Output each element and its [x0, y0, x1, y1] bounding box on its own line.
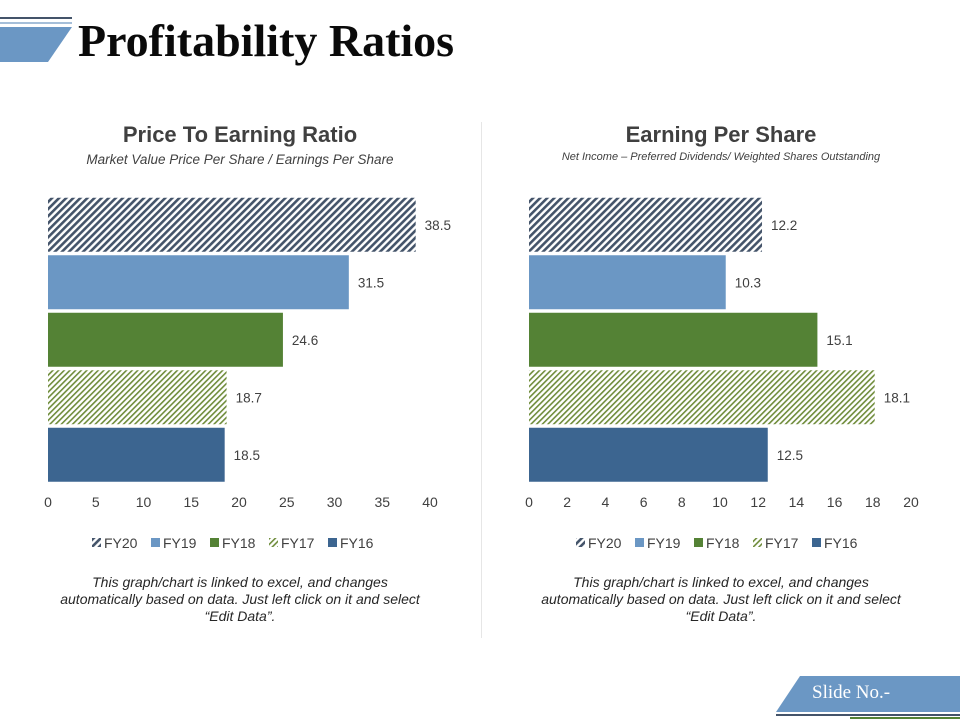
legend-label-fy18: FY18 — [222, 535, 256, 551]
data-label-fy20: 38.5 — [425, 218, 451, 233]
pe-ratio-chart-title: Price To Earning Ratio — [122, 122, 358, 147]
legend-label-fy16: FY16 — [340, 535, 374, 551]
legend-swatch-fy17 — [269, 538, 278, 547]
x-tick-label: 35 — [374, 494, 390, 510]
title-deco-band — [0, 27, 72, 62]
x-tick-label: 18 — [865, 494, 881, 510]
note-line: automatically based on data. Just left c… — [60, 591, 420, 607]
x-tick-label: 2 — [563, 494, 571, 510]
bar-fy17 — [48, 370, 227, 425]
x-tick-label: 40 — [422, 494, 438, 510]
bar-fy17 — [529, 370, 875, 425]
legend-label-fy20: FY20 — [588, 535, 622, 551]
pe-ratio-chart-subtitle: Market Value Price Per Share / Earnings … — [86, 152, 394, 167]
x-tick-label: 16 — [827, 494, 843, 510]
bar-fy16 — [48, 427, 225, 482]
eps-plot: 12.2 10.3 15.1 18.1 12.5 0 2 4 6 8 10 12 14 16 18 20 FY2… — [525, 197, 919, 551]
bar-fy20 — [529, 197, 763, 252]
legend-swatch-fy20 — [92, 538, 101, 547]
data-label-fy16: 18.5 — [234, 448, 260, 463]
legend-swatch-fy18 — [694, 538, 703, 547]
x-tick-label: 14 — [789, 494, 805, 510]
x-tick-label: 30 — [327, 494, 343, 510]
footer-line-blue — [776, 714, 960, 716]
x-tick-label: 8 — [678, 494, 686, 510]
legend-label-fy19: FY19 — [163, 535, 197, 551]
x-tick-label: 15 — [183, 494, 199, 510]
x-tick-label: 0 — [44, 494, 52, 510]
x-tick-label: 0 — [525, 494, 533, 510]
x-tick-label: 4 — [602, 494, 610, 510]
bar-fy20 — [48, 197, 416, 252]
bar-fy18 — [48, 312, 283, 367]
data-label-fy16: 12.5 — [777, 448, 803, 463]
x-tick-label: 20 — [231, 494, 247, 510]
footer-decoration — [776, 676, 960, 719]
legend-label-fy16: FY16 — [824, 535, 858, 551]
x-tick-label: 5 — [92, 494, 100, 510]
note-line: This graph/chart is linked to excel, and… — [92, 574, 388, 590]
title-deco-line-mid — [0, 22, 72, 24]
pe-ratio-chart-note: This graph/chart is linked to excel, and… — [10, 574, 470, 625]
pe-ratio-chart: 38.5 31.5 24.6 18.7 18.5 0 5 10 15 20 25 30 35 40 FY20… — [10, 118, 470, 638]
data-label-fy20: 12.2 — [771, 218, 797, 233]
bar-fy16 — [529, 427, 768, 482]
x-tick-label: 10 — [136, 494, 152, 510]
slide-no-tab — [776, 676, 960, 712]
legend-label-fy19: FY19 — [647, 535, 681, 551]
footer-line-green — [850, 717, 960, 719]
note-line: automatically based on data. Just left c… — [541, 591, 901, 607]
x-tick-label: 12 — [750, 494, 766, 510]
eps-chart-subtitle: Net Income – Preferred Dividends/ Weight… — [561, 151, 881, 163]
x-tick-label: 20 — [903, 494, 919, 510]
legend-label-fy18: FY18 — [706, 535, 740, 551]
legend-label-fy17: FY17 — [765, 535, 799, 551]
note-line: “Edit Data”. — [204, 608, 276, 624]
bar-fy19 — [48, 255, 349, 310]
legend-label-fy17: FY17 — [281, 535, 315, 551]
legend-swatch-fy19 — [635, 538, 644, 547]
title-deco-line-top — [0, 17, 72, 19]
data-label-fy17: 18.1 — [884, 390, 910, 405]
legend-swatch-fy19 — [151, 538, 160, 547]
slide-number-label: Slide No.- — [812, 682, 891, 703]
data-label-fy19: 10.3 — [735, 275, 761, 290]
slide-title: Profitability Ratios — [78, 15, 455, 66]
legend-swatch-fy18 — [210, 538, 219, 547]
bar-fy19 — [529, 255, 726, 310]
pe-ratio-plot: 38.5 31.5 24.6 18.7 18.5 0 5 10 15 20 25 30 35 40 FY20… — [44, 197, 451, 551]
eps-chart: 12.2 10.3 15.1 18.1 12.5 0 2 4 6 8 10 12 14 16 18 20 FY2… — [491, 118, 951, 638]
data-label-fy18: 24.6 — [292, 333, 318, 348]
eps-chart-title: Earning Per Share — [625, 122, 817, 147]
legend-swatch-fy20 — [576, 538, 585, 547]
x-tick-label: 6 — [640, 494, 648, 510]
title-decoration — [0, 17, 72, 62]
legend-swatch-fy17 — [753, 538, 762, 547]
eps-chart-note: This graph/chart is linked to excel, and… — [491, 574, 951, 625]
bar-fy18 — [529, 312, 818, 367]
x-tick-label: 10 — [712, 494, 728, 510]
note-line: “Edit Data”. — [685, 608, 757, 624]
chart-divider — [481, 122, 482, 638]
note-line: This graph/chart is linked to excel, and… — [573, 574, 869, 590]
data-label-fy18: 15.1 — [826, 333, 852, 348]
x-tick-label: 25 — [279, 494, 295, 510]
data-label-fy19: 31.5 — [358, 275, 384, 290]
data-label-fy17: 18.7 — [236, 390, 262, 405]
legend-label-fy20: FY20 — [104, 535, 138, 551]
legend-swatch-fy16 — [328, 538, 337, 547]
legend-swatch-fy16 — [812, 538, 821, 547]
